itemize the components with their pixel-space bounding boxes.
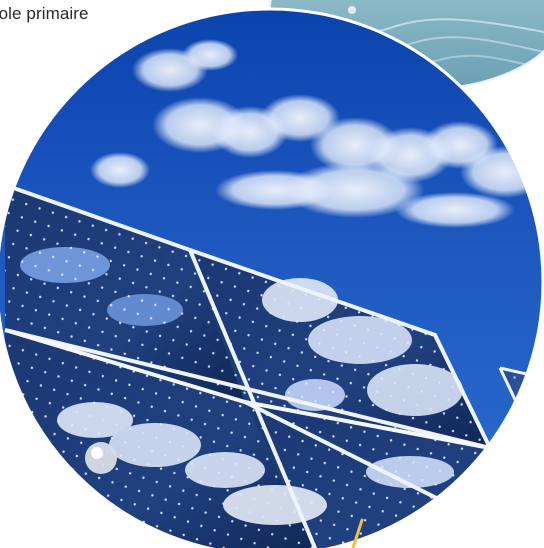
caption-text: cole primaire xyxy=(0,4,89,23)
main-circle-border xyxy=(0,7,544,548)
sun-reflection-icon xyxy=(85,442,117,474)
accent-mark xyxy=(351,518,364,548)
solar-panel xyxy=(4,183,543,548)
